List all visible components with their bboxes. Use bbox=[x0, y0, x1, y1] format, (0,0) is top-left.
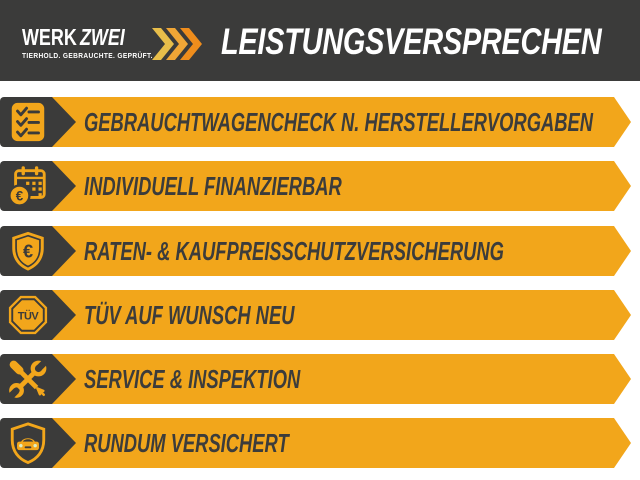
benefit-banner bbox=[40, 226, 631, 276]
brand-logo: WERK ZWEI TIERHOLD. GEBRAUCHTE. GEPRÜFT. bbox=[22, 26, 171, 61]
shield-euro-symbol: € bbox=[23, 242, 33, 262]
benefit-banner bbox=[40, 97, 631, 147]
benefit-banner bbox=[40, 290, 631, 340]
tuev-seal-icon: TÜV bbox=[8, 295, 48, 335]
benefit-label: SERVICE & INSPEKTION bbox=[84, 366, 301, 394]
benefit-row-service: SERVICE & INSPEKTION bbox=[0, 354, 640, 404]
header-bar: WERK ZWEI TIERHOLD. GEBRAUCHTE. GEPRÜFT. … bbox=[0, 0, 640, 81]
benefit-banner bbox=[40, 161, 631, 211]
benefit-row-gebrauchtwagencheck: GEBRAUCHTWAGENCHECK N. HERSTELLERVORGABE… bbox=[0, 97, 640, 147]
benefit-label: INDIVIDUELL FINANZIERBAR bbox=[84, 173, 342, 201]
coin-euro-symbol: € bbox=[16, 188, 24, 203]
calendar-euro-icon: € bbox=[8, 166, 46, 207]
benefit-label: RUNDUM VERSICHERT bbox=[84, 430, 289, 458]
benefit-row-tuev: TÜV TÜV AUF WUNSCH NEU bbox=[0, 290, 640, 340]
benefit-label: GEBRAUCHTWAGENCHECK N. HERSTELLERVORGABE… bbox=[84, 109, 594, 137]
chevron-1 bbox=[152, 28, 174, 60]
benefit-banner bbox=[40, 418, 631, 468]
tuev-seal-text: TÜV bbox=[18, 309, 40, 322]
benefit-row-versichert: RUNDUM VERSICHERT bbox=[0, 418, 640, 468]
brand-name: WERK ZWEI bbox=[22, 26, 138, 49]
checklist-icon bbox=[11, 102, 45, 142]
shield-euro-icon: € bbox=[12, 231, 44, 271]
benefit-label: RATEN- & KAUFPREISSCHUTZVERSICHERUNG bbox=[84, 238, 504, 266]
benefit-banner bbox=[40, 354, 631, 404]
chevron-3 bbox=[180, 28, 202, 60]
benefit-row-schutzversicherung: € RATEN- & KAUFPREISSCHUTZVERSICHERUNG bbox=[0, 226, 640, 276]
brand-tagline: TIERHOLD. GEBRAUCHTE. GEPRÜFT. bbox=[22, 51, 153, 60]
brand-name-word2: ZWEI bbox=[79, 24, 125, 50]
tools-icon bbox=[7, 358, 49, 401]
page-title: LEISTUNGSVERSPRECHEN bbox=[221, 20, 602, 62]
benefit-row-finanzierung: € INDIVIDUELL FINANZIERBAR bbox=[0, 161, 640, 211]
benefit-label: TÜV AUF WUNSCH NEU bbox=[84, 302, 295, 330]
brand-name-word1: WERK bbox=[22, 24, 77, 50]
shield-car-icon bbox=[10, 422, 46, 465]
triple-chevron-icon bbox=[152, 28, 202, 60]
chevron-2 bbox=[166, 28, 188, 60]
